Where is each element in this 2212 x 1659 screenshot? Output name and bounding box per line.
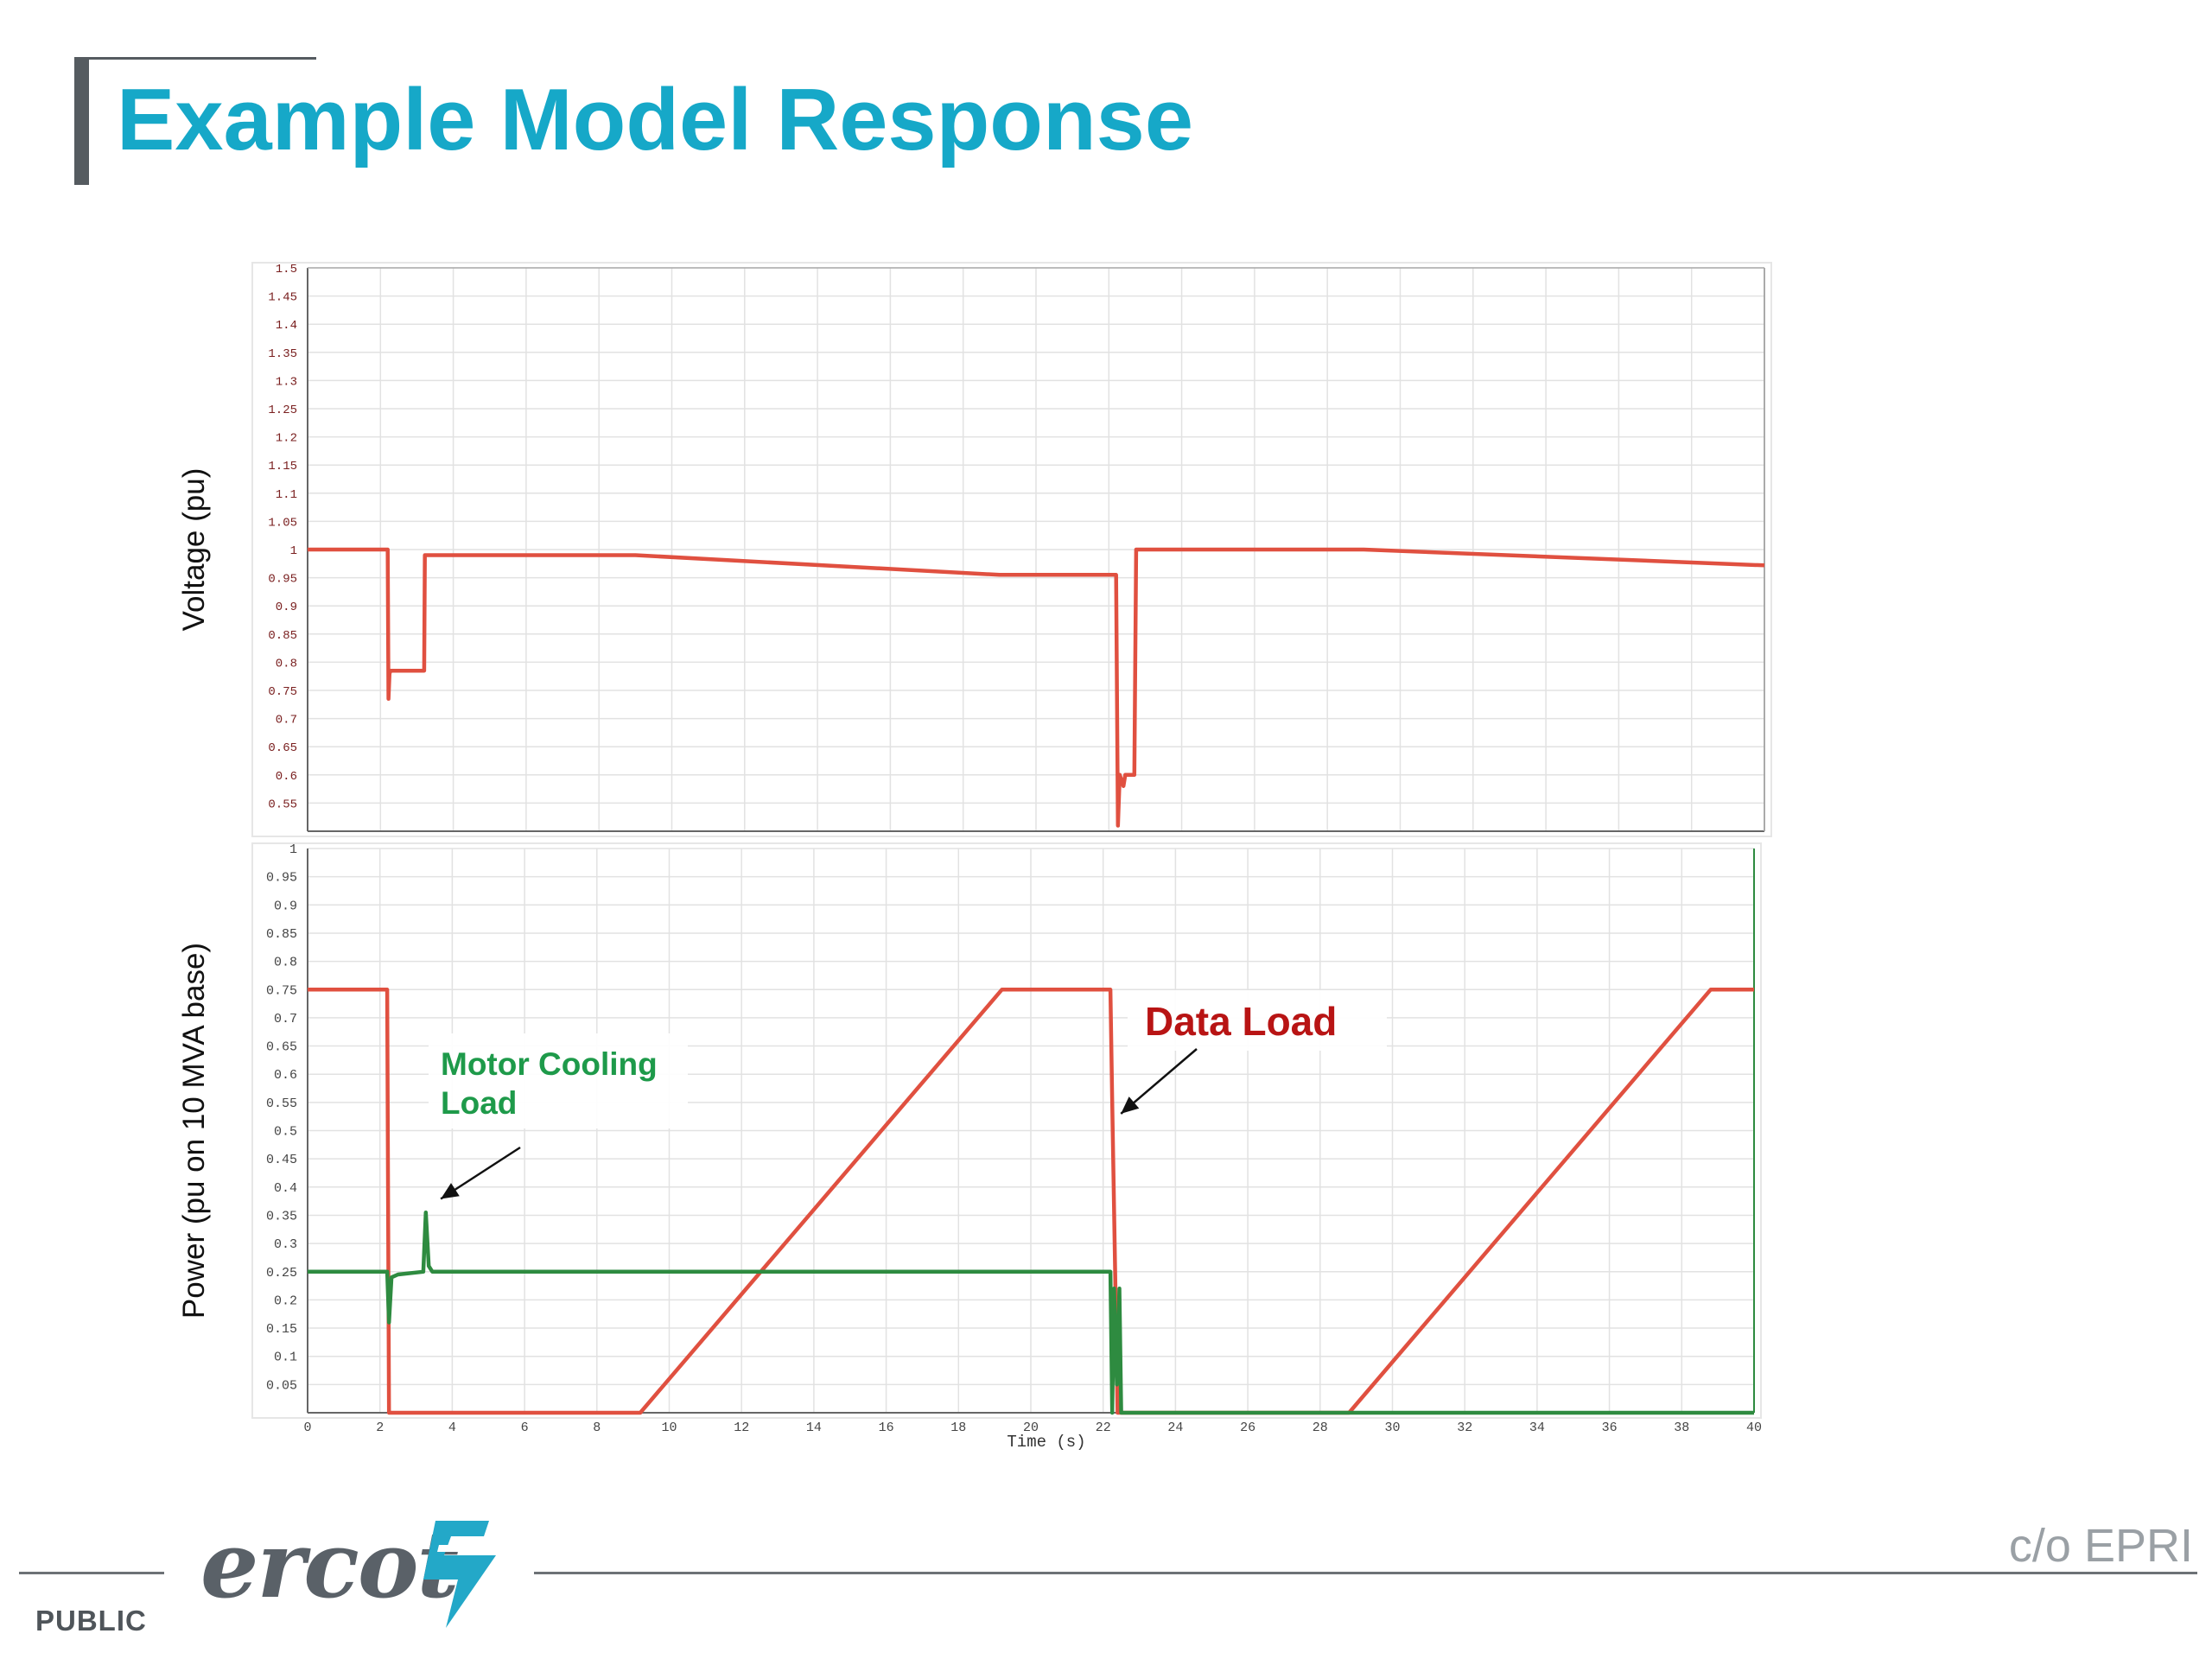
- slide-title: Example Model Response: [117, 72, 1194, 168]
- x-tick-label: 18: [950, 1421, 966, 1435]
- y-tick-label: 0.55: [268, 798, 297, 811]
- x-axis-label: Time (s): [1007, 1433, 1085, 1452]
- image-credit: c/o EPRI: [2008, 1520, 2193, 1572]
- x-tick-label: 16: [879, 1421, 894, 1435]
- x-tick-label: 10: [661, 1421, 677, 1435]
- y-tick-label: 1.35: [268, 347, 297, 361]
- x-tick-label: 32: [1457, 1421, 1472, 1435]
- y-tick-label: 0.75: [268, 685, 297, 699]
- y-tick-label: 1.4: [276, 319, 297, 333]
- y-tick-label: 0.25: [266, 1266, 297, 1281]
- annotation-label: Motor Cooling: [441, 1046, 658, 1082]
- y-tick-label: 1.05: [268, 516, 297, 530]
- x-tick-label: 12: [734, 1421, 749, 1435]
- y-tick-label: 1.15: [268, 460, 297, 474]
- y-tick-label: 0.8: [274, 956, 297, 970]
- x-tick-label: 2: [376, 1421, 384, 1435]
- chart-panel-2: 0.05 0.1 0.15 0.2 0.25 0.3 0.35 0.4 0.45 0.5 0.55 0…: [177, 842, 1762, 1452]
- y-tick-label: 0.7: [276, 714, 297, 728]
- x-tick-label: 40: [1746, 1421, 1762, 1435]
- annotation-arrowhead: [441, 1183, 460, 1199]
- y-tick-label: 0.15: [266, 1322, 297, 1337]
- y-tick-label: 1.25: [268, 404, 297, 417]
- y-tick-label: 0.85: [268, 629, 297, 643]
- y-tick-label: 1.45: [268, 291, 297, 305]
- y-tick-label: 0.85: [266, 927, 297, 942]
- y-tick-label: 0.9: [276, 601, 297, 614]
- x-tick-label: 36: [1602, 1421, 1618, 1435]
- y-tick-label: 0.4: [274, 1181, 297, 1196]
- y-tick-label: 0.45: [266, 1153, 297, 1167]
- y-tick-label: 0.3: [274, 1237, 297, 1252]
- y-tick-label: 0.95: [268, 573, 297, 587]
- y-tick-label: 0.65: [268, 741, 297, 755]
- x-tick-label: 14: [806, 1421, 822, 1435]
- x-tick-label: 24: [1167, 1421, 1183, 1435]
- y-tick-label: 0.8: [276, 657, 297, 671]
- x-tick-label: 6: [521, 1421, 529, 1435]
- y-tick-label: 0.2: [274, 1294, 297, 1308]
- y-tick-label: 0.35: [266, 1209, 297, 1224]
- y-tick-label: 1: [289, 842, 297, 857]
- annotation-label: Load: [441, 1085, 517, 1121]
- y-axis-label: Voltage (pu): [177, 468, 211, 632]
- annotation-arrowhead: [1121, 1096, 1140, 1114]
- y-tick-label: 0.65: [266, 1040, 297, 1055]
- y-tick-label: 0.6: [276, 770, 297, 784]
- y-tick-label: 1.5: [276, 263, 297, 276]
- y-tick-label: 0.9: [274, 899, 297, 913]
- y-tick-label: 0.95: [266, 871, 297, 886]
- y-tick-label: 0.75: [266, 983, 297, 998]
- x-tick-label: 30: [1384, 1421, 1400, 1435]
- y-tick-label: 1: [290, 544, 297, 558]
- footer-rule-left: [19, 1572, 164, 1574]
- ercot-logo: ercot: [200, 1510, 459, 1618]
- y-tick-label: 1.3: [276, 375, 297, 389]
- footer-rule-right: [534, 1572, 2197, 1574]
- ercot-bolt-icon: [423, 1521, 496, 1628]
- x-tick-label: 26: [1240, 1421, 1255, 1435]
- y-tick-label: 0.05: [266, 1378, 297, 1393]
- y-tick-label: 0.55: [266, 1096, 297, 1111]
- x-tick-label: 28: [1313, 1421, 1328, 1435]
- x-tick-label: 38: [1674, 1421, 1689, 1435]
- series-line-2: [308, 1210, 1754, 1415]
- annotation-background: [429, 1033, 688, 1128]
- y-tick-label: 0.7: [274, 1012, 297, 1027]
- x-tick-label: 22: [1096, 1421, 1111, 1435]
- y-tick-label: 0.1: [274, 1351, 297, 1365]
- y-tick-label: 0.6: [274, 1068, 297, 1083]
- annotation-label: Data Load: [1145, 999, 1337, 1044]
- title-accent-bar: [74, 57, 89, 185]
- x-tick-label: 34: [1529, 1421, 1545, 1435]
- x-tick-label: 20: [1023, 1421, 1039, 1435]
- y-tick-label: 0.5: [274, 1125, 297, 1140]
- chart-panel-1: 0.55 0.6 0.65 0.7 0.75 0.8 0.85 0.9 0.95 1 1.05 1.1…: [177, 262, 1772, 837]
- classification-label: PUBLIC: [35, 1605, 147, 1637]
- x-tick-label: 0: [303, 1421, 311, 1435]
- y-tick-label: 1.2: [276, 432, 297, 446]
- title-accent-rule: [74, 57, 316, 60]
- x-tick-label: 4: [448, 1421, 456, 1435]
- y-axis-label: Power (pu on 10 MVA base): [177, 943, 211, 1319]
- annotation-background: [1128, 990, 1387, 1051]
- x-tick-label: 8: [593, 1421, 601, 1435]
- series-line-1: [308, 547, 1765, 828]
- y-tick-label: 1.1: [276, 488, 297, 502]
